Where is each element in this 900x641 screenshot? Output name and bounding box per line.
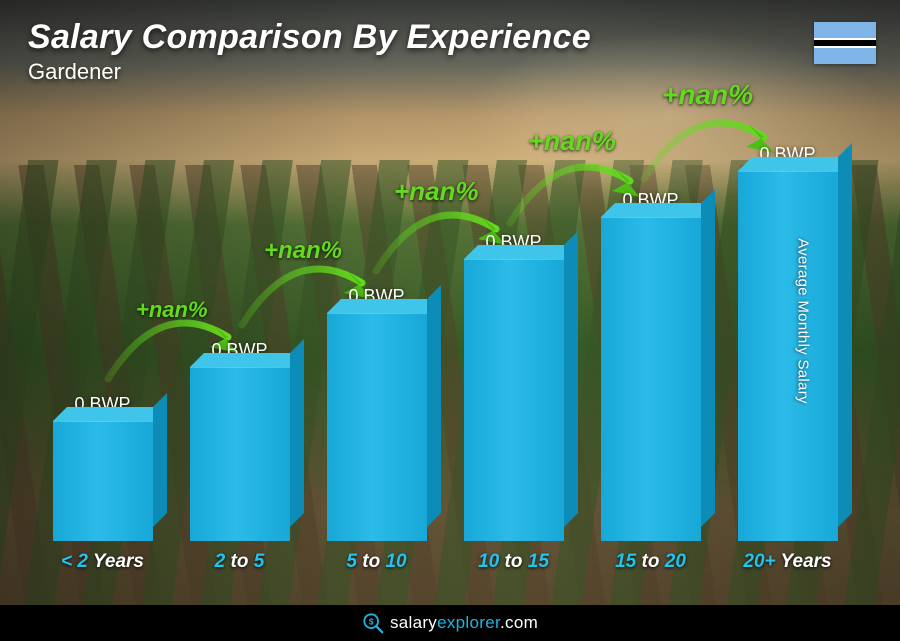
bars-row: 0 BWP0 BWP0 BWP0 BWP0 BWP0 BWP <box>46 121 844 541</box>
bar-slot: 0 BWP <box>594 190 707 541</box>
country-flag-botswana <box>814 22 876 64</box>
bar <box>327 313 427 541</box>
bar-side-face <box>838 143 852 527</box>
footer-brand-prefix: salary <box>390 613 437 632</box>
bar-front-face <box>738 171 838 541</box>
bar-side-face <box>564 231 578 527</box>
footer: $ salaryexplorer.com <box>0 605 900 641</box>
bar-slot: 0 BWP <box>46 394 159 541</box>
bar-top-face <box>464 245 578 259</box>
header: Salary Comparison By Experience Gardener <box>28 18 591 85</box>
bar-x-label: 10 to 15 <box>457 551 570 573</box>
flag-stripe <box>814 48 876 64</box>
magnifier-dollar-icon: $ <box>362 612 384 634</box>
footer-brand-text: salaryexplorer.com <box>390 613 538 633</box>
flag-stripe <box>814 22 876 38</box>
bar <box>464 259 564 541</box>
bar-front-face <box>53 421 153 541</box>
labels-row: < 2 Years 2 to 5 5 to 10 10 to 15 15 to 20 20… <box>46 551 844 573</box>
salary-bar-chart: +nan%+nan%+nan%+nan%+nan% 0 BWP0 BWP0 BW… <box>46 110 844 569</box>
bar-x-label: 5 to 10 <box>320 551 433 573</box>
svg-text:$: $ <box>369 617 374 626</box>
footer-brand-suffix: .com <box>500 613 538 632</box>
bar-front-face <box>327 313 427 541</box>
bar <box>738 171 838 541</box>
bar-top-face <box>601 203 715 217</box>
bar <box>190 367 290 541</box>
bar-x-label: 2 to 5 <box>183 551 296 573</box>
bar-x-label: < 2 Years <box>46 551 159 573</box>
bar-side-face <box>153 393 167 527</box>
bar-slot: 0 BWP <box>320 286 433 541</box>
bar-x-label: 15 to 20 <box>594 551 707 573</box>
bar-front-face <box>464 259 564 541</box>
bar-slot: 0 BWP <box>731 144 844 541</box>
bar-front-face <box>601 217 701 541</box>
bar-side-face <box>290 339 304 527</box>
bar-slot: 0 BWP <box>183 340 296 541</box>
y-axis-label: Average Monthly Salary <box>795 238 812 404</box>
bar-front-face <box>190 367 290 541</box>
bar-side-face <box>701 189 715 527</box>
bar-top-face <box>327 299 441 313</box>
bar-top-face <box>53 407 167 421</box>
bar-top-face <box>190 353 304 367</box>
bar-side-face <box>427 285 441 527</box>
bar <box>601 217 701 541</box>
footer-logo: $ salaryexplorer.com <box>362 612 538 634</box>
footer-brand-accent: explorer <box>437 613 500 632</box>
bar-slot: 0 BWP <box>457 232 570 541</box>
page-subtitle: Gardener <box>28 59 591 85</box>
page-title: Salary Comparison By Experience <box>28 18 591 57</box>
bar <box>53 421 153 541</box>
bar-top-face <box>738 157 852 171</box>
bar-x-label: 20+ Years <box>731 551 844 573</box>
